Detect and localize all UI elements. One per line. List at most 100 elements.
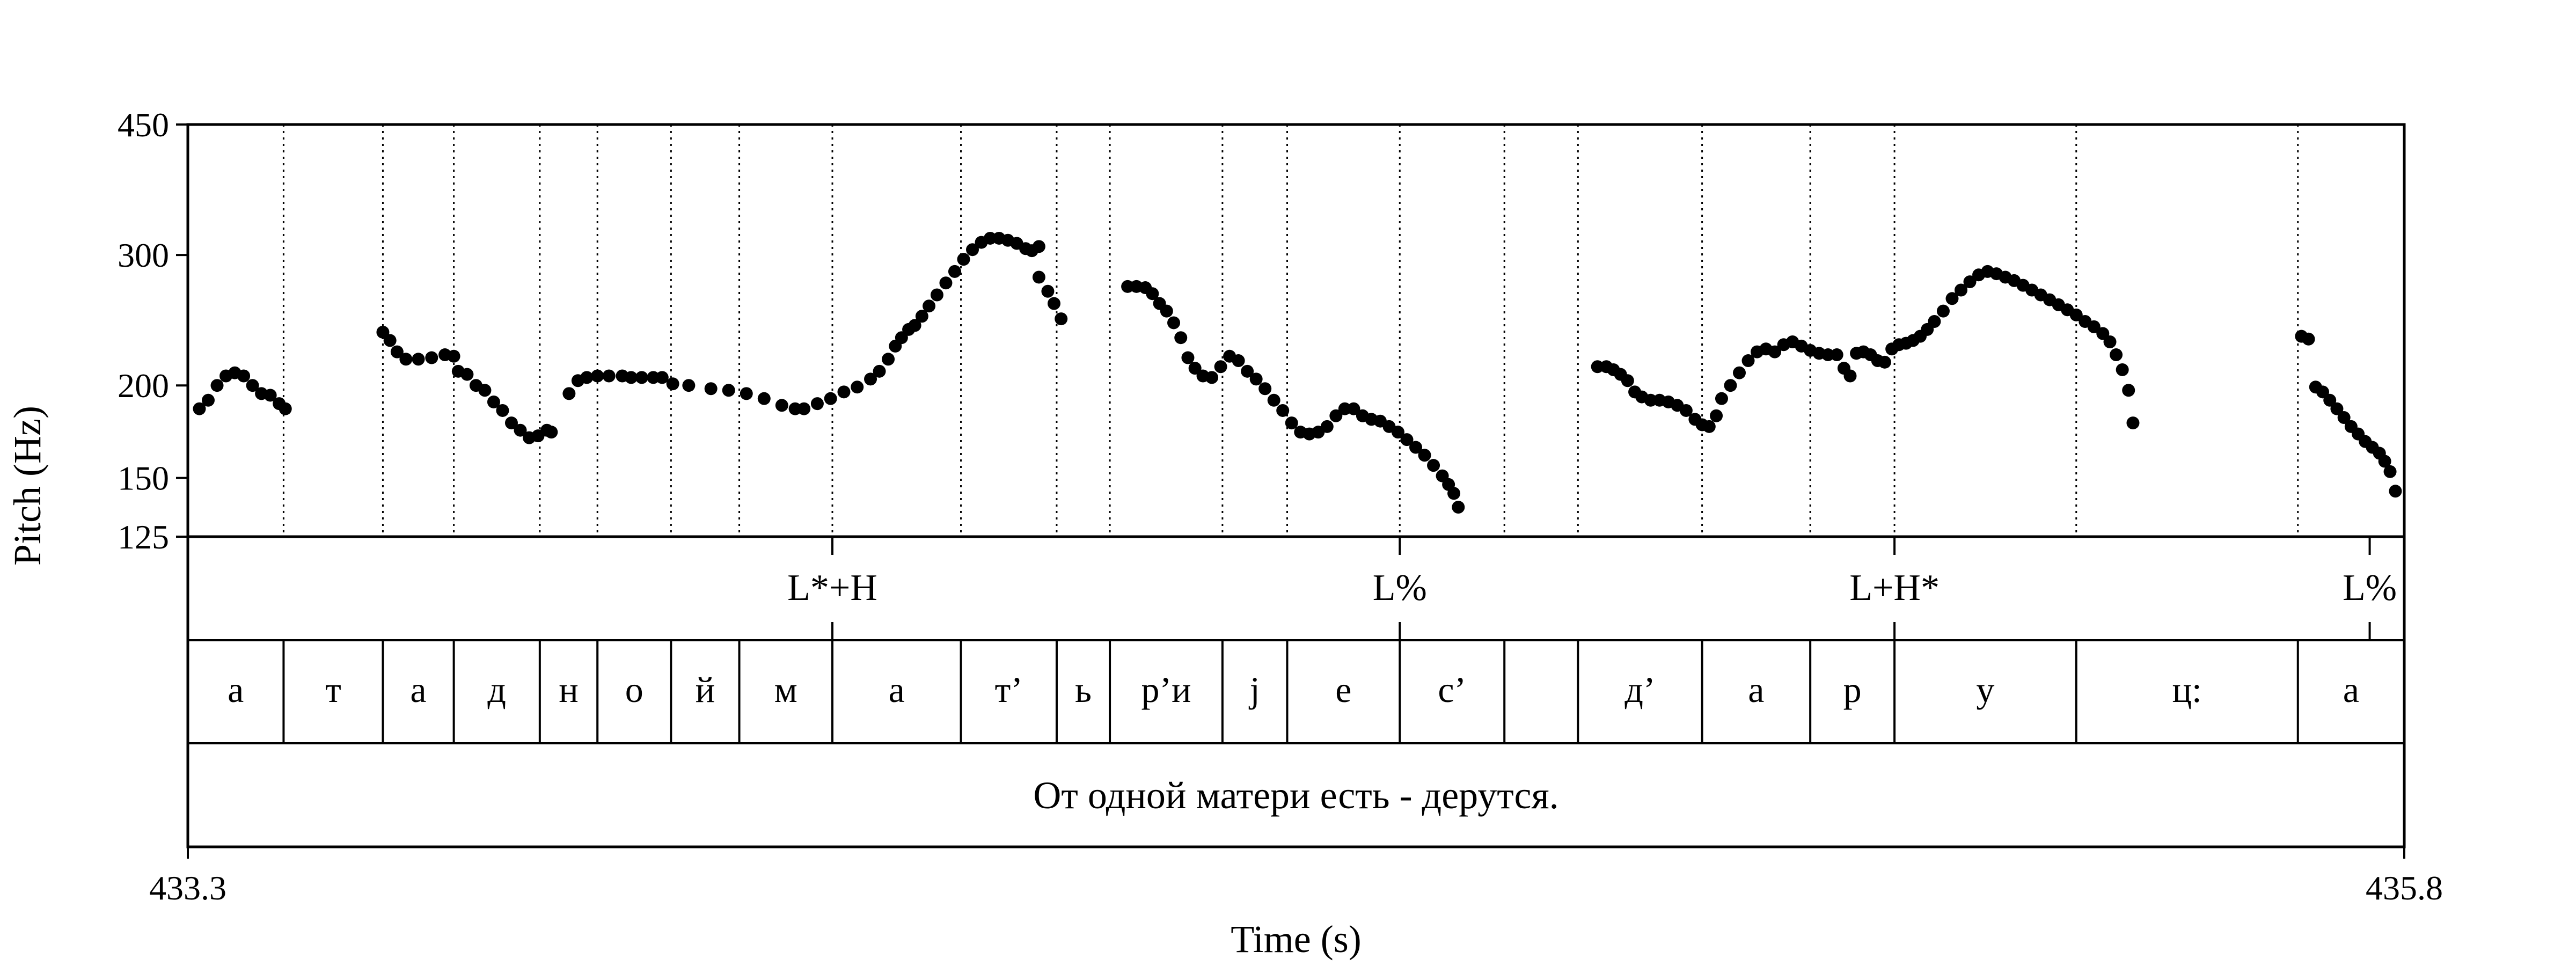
pitch-point bbox=[1936, 304, 1950, 318]
pitch-point bbox=[1174, 331, 1188, 345]
pitch-point bbox=[757, 392, 771, 405]
pitch-point bbox=[390, 345, 404, 358]
pitch-point bbox=[1160, 304, 1173, 318]
pitch-point bbox=[908, 319, 921, 332]
segment-boundary-lines bbox=[282, 125, 2299, 537]
pitch-point bbox=[246, 379, 259, 392]
pitch-point bbox=[2122, 384, 2135, 397]
pitch-point bbox=[1724, 379, 1737, 392]
pitch-point bbox=[2116, 363, 2129, 376]
pitch-point bbox=[948, 265, 961, 278]
pitch-point bbox=[201, 393, 215, 407]
pitch-point bbox=[1041, 284, 1055, 298]
pitch-point bbox=[824, 392, 837, 405]
segment-tier: а т а д н о й м а т’ ь р’и j е с’ д’ а р у ц: а bbox=[228, 640, 2359, 743]
pitch-point bbox=[2323, 393, 2337, 407]
pitch-point bbox=[1267, 393, 1280, 407]
pitch-point bbox=[478, 384, 492, 397]
segment-label: д bbox=[487, 669, 506, 710]
pitch-point bbox=[1121, 280, 1135, 293]
pitch-point bbox=[591, 369, 604, 383]
segment-label: с’ bbox=[1438, 669, 1466, 710]
pitch-point bbox=[666, 377, 679, 391]
pitch-point bbox=[939, 276, 953, 290]
segment-label: у bbox=[1976, 669, 1994, 710]
pitch-point bbox=[1715, 392, 1728, 405]
tone-label: L+H* bbox=[1849, 567, 1940, 609]
pitch-point bbox=[775, 399, 788, 412]
pitch-plot-frame bbox=[186, 123, 2406, 538]
pitch-point bbox=[2110, 348, 2123, 362]
pitch-point bbox=[2378, 455, 2391, 468]
pitch-point bbox=[1048, 297, 1061, 310]
pitch-point bbox=[2383, 465, 2397, 478]
pitch-point bbox=[1181, 351, 1195, 364]
x-tick-label-start: 433.3 bbox=[149, 869, 226, 907]
pitch-point bbox=[460, 368, 474, 381]
pitch-point bbox=[1955, 283, 1967, 297]
segment-label: а bbox=[228, 669, 244, 710]
pitch-point bbox=[447, 349, 460, 363]
pitch-point bbox=[837, 385, 851, 399]
pitch-point bbox=[496, 404, 509, 417]
pitch-point bbox=[1032, 240, 1045, 253]
segment-label: ц: bbox=[2172, 669, 2202, 710]
pitch-point bbox=[412, 353, 425, 366]
pitch-point bbox=[264, 389, 277, 402]
segment-label: о bbox=[625, 669, 643, 710]
y-axis-title: Pitch (Hz) bbox=[6, 406, 49, 566]
pitch-point bbox=[915, 310, 928, 323]
pitch-point bbox=[2126, 416, 2140, 430]
pitch-point bbox=[1249, 372, 1263, 386]
tone-label: L% bbox=[2343, 567, 2397, 609]
pitch-point bbox=[1146, 287, 1159, 301]
pitch-point bbox=[1963, 275, 1977, 289]
pitch-point bbox=[1945, 292, 1959, 305]
pitch-point bbox=[810, 397, 824, 411]
pitch-point bbox=[1329, 409, 1343, 422]
pitch-point bbox=[1621, 374, 1634, 387]
pitch-point bbox=[1391, 426, 1404, 439]
pitch-point bbox=[2330, 402, 2344, 415]
pitch-point bbox=[1400, 433, 1414, 447]
pitch-point bbox=[487, 395, 500, 408]
pitch-point bbox=[504, 416, 518, 430]
pitch-point bbox=[1347, 402, 1360, 415]
y-tick-label: 125 bbox=[118, 518, 169, 556]
pitch-point bbox=[2337, 411, 2351, 425]
sentence-label: От одной матери есть - дерутся. bbox=[1033, 774, 1558, 817]
y-tick-label: 300 bbox=[118, 236, 169, 274]
pitch-point bbox=[873, 364, 886, 378]
y-tick-label: 450 bbox=[118, 106, 169, 144]
pitch-point bbox=[545, 426, 558, 439]
pitch-point bbox=[210, 379, 224, 392]
pitch-point bbox=[1167, 316, 1181, 330]
pitch-point bbox=[1258, 382, 1272, 396]
pitch-point bbox=[1644, 393, 1657, 407]
pitch-point bbox=[399, 353, 413, 366]
pitch-point bbox=[1821, 348, 1835, 362]
y-tick-label: 200 bbox=[118, 367, 169, 405]
pitch-point bbox=[704, 382, 718, 396]
pitch-point bbox=[1427, 459, 1440, 472]
pitch-point bbox=[1241, 364, 1254, 378]
pitch-point bbox=[1733, 366, 1746, 379]
pitch-point bbox=[562, 387, 576, 400]
pitch-point bbox=[797, 402, 811, 415]
pitch-point bbox=[788, 402, 802, 415]
pitch-point bbox=[237, 369, 251, 383]
pitch-point bbox=[602, 369, 616, 383]
pitch-point bbox=[1447, 487, 1461, 500]
pitch-point bbox=[655, 371, 669, 384]
pitch-point bbox=[279, 402, 292, 415]
pitch-point bbox=[984, 231, 997, 245]
segment-label: й bbox=[696, 669, 715, 710]
segment-label: р bbox=[1843, 669, 1862, 710]
segment-label: а bbox=[410, 669, 426, 710]
pitch-point bbox=[1452, 501, 1465, 514]
pitch-point bbox=[2302, 332, 2315, 346]
tone-label: L*+H bbox=[787, 567, 877, 609]
pitch-point bbox=[1409, 441, 1423, 454]
pitch-point bbox=[1768, 345, 1782, 358]
